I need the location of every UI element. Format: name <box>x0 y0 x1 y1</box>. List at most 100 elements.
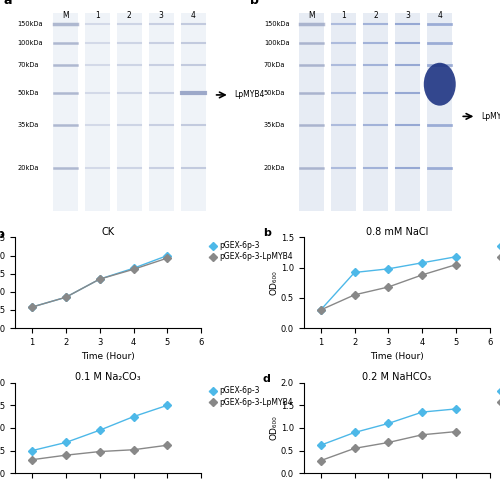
Text: 100kDa: 100kDa <box>18 41 43 46</box>
pGEX-6p-3-LpMYB4 <box>352 292 358 298</box>
Title: 0.1 M Na₂CO₃: 0.1 M Na₂CO₃ <box>76 372 141 382</box>
Y-axis label: OD₆₀₀: OD₆₀₀ <box>269 415 278 440</box>
pGEX-6p-3 <box>164 253 170 258</box>
Line: pGEX-6p-3: pGEX-6p-3 <box>318 254 459 313</box>
Text: d: d <box>262 373 270 384</box>
pGEX-6p-3 <box>453 254 459 260</box>
pGEX-6p-3-LpMYB4 <box>453 262 459 268</box>
pGEX-6p-3 <box>420 409 426 415</box>
Text: 70kDa: 70kDa <box>18 62 39 68</box>
Bar <box>427 14 452 211</box>
pGEX-6p-3-LpMYB4 <box>63 294 69 300</box>
Line: pGEX-6p-3: pGEX-6p-3 <box>318 406 459 448</box>
pGEX-6p-3 <box>318 442 324 448</box>
Text: 3: 3 <box>406 11 410 20</box>
pGEX-6p-3 <box>63 294 69 300</box>
Text: M: M <box>62 11 68 20</box>
pGEX-6p-3-LpMYB4 <box>318 458 324 464</box>
Text: b: b <box>0 228 5 241</box>
Text: b: b <box>250 0 259 7</box>
Text: 50kDa: 50kDa <box>18 90 39 96</box>
Text: 2: 2 <box>127 11 132 20</box>
Text: 150kDa: 150kDa <box>264 21 289 27</box>
Text: b: b <box>262 228 270 238</box>
pGEX-6p-3-LpMYB4 <box>29 457 35 463</box>
pGEX-6p-3-LpMYB4 <box>96 276 102 282</box>
Ellipse shape <box>424 63 456 106</box>
Bar <box>300 14 324 211</box>
Bar <box>148 14 174 211</box>
pGEX-6p-3-LpMYB4 <box>386 284 392 290</box>
pGEX-6p-3 <box>29 304 35 310</box>
Y-axis label: OD₆₀₀: OD₆₀₀ <box>269 270 278 295</box>
Text: 35kDa: 35kDa <box>18 122 38 128</box>
Text: 1: 1 <box>342 11 346 20</box>
Text: 100kDa: 100kDa <box>264 41 289 46</box>
pGEX-6p-3 <box>386 266 392 272</box>
Legend: pGEX-6p-3, pGEX-6p-3-LpMYB4: pGEX-6p-3, pGEX-6p-3-LpMYB4 <box>498 241 500 261</box>
pGEX-6p-3 <box>130 414 136 420</box>
Title: CK: CK <box>102 227 114 237</box>
pGEX-6p-3 <box>453 406 459 412</box>
pGEX-6p-3 <box>420 260 426 266</box>
Text: 3: 3 <box>158 11 164 20</box>
pGEX-6p-3-LpMYB4 <box>453 429 459 435</box>
pGEX-6p-3 <box>130 265 136 271</box>
Legend: pGEX-6p-3, pGEX-6p-3-LpMYB4: pGEX-6p-3, pGEX-6p-3-LpMYB4 <box>498 386 500 407</box>
Text: 20kDa: 20kDa <box>18 165 39 171</box>
Line: pGEX-6p-3: pGEX-6p-3 <box>29 402 170 454</box>
pGEX-6p-3-LpMYB4 <box>386 440 392 445</box>
Bar <box>52 14 78 211</box>
pGEX-6p-3-LpMYB4 <box>96 449 102 455</box>
Bar <box>364 14 388 211</box>
Text: 20kDa: 20kDa <box>264 165 285 171</box>
Bar <box>332 14 356 211</box>
Text: 150kDa: 150kDa <box>18 21 43 27</box>
Bar <box>116 14 141 211</box>
Line: pGEX-6p-3-LpMYB4: pGEX-6p-3-LpMYB4 <box>318 262 459 313</box>
pGEX-6p-3 <box>63 440 69 445</box>
Legend: pGEX-6p-3, pGEX-6p-3-LpMYB4: pGEX-6p-3, pGEX-6p-3-LpMYB4 <box>209 386 292 407</box>
Text: M: M <box>308 11 315 20</box>
pGEX-6p-3-LpMYB4 <box>63 452 69 458</box>
Text: 4: 4 <box>190 11 196 20</box>
pGEX-6p-3-LpMYB4 <box>164 255 170 261</box>
X-axis label: Time (Hour): Time (Hour) <box>370 353 424 361</box>
Text: LpMYB4: LpMYB4 <box>481 112 500 121</box>
Legend: pGEX-6p-3, pGEX-6p-3-LpMYB4: pGEX-6p-3, pGEX-6p-3-LpMYB4 <box>209 241 292 261</box>
pGEX-6p-3 <box>352 429 358 435</box>
Text: 70kDa: 70kDa <box>264 62 285 68</box>
Bar <box>84 14 110 211</box>
pGEX-6p-3-LpMYB4 <box>420 432 426 438</box>
Text: 4: 4 <box>438 11 442 20</box>
Line: pGEX-6p-3: pGEX-6p-3 <box>29 253 170 310</box>
pGEX-6p-3-LpMYB4 <box>130 267 136 272</box>
Line: pGEX-6p-3-LpMYB4: pGEX-6p-3-LpMYB4 <box>29 256 170 310</box>
pGEX-6p-3-LpMYB4 <box>164 442 170 448</box>
pGEX-6p-3 <box>96 427 102 433</box>
Text: LpMYB4: LpMYB4 <box>234 90 264 99</box>
Text: 2: 2 <box>374 11 378 20</box>
pGEX-6p-3 <box>164 402 170 408</box>
Text: a: a <box>4 0 12 7</box>
pGEX-6p-3 <box>29 448 35 454</box>
Text: 1: 1 <box>95 11 100 20</box>
Title: 0.2 M NaHCO₃: 0.2 M NaHCO₃ <box>362 372 432 382</box>
pGEX-6p-3-LpMYB4 <box>318 307 324 313</box>
Title: 0.8 mM NaCl: 0.8 mM NaCl <box>366 227 428 237</box>
pGEX-6p-3 <box>352 270 358 275</box>
Bar <box>180 14 206 211</box>
pGEX-6p-3-LpMYB4 <box>130 447 136 453</box>
pGEX-6p-3-LpMYB4 <box>29 304 35 310</box>
Line: pGEX-6p-3-LpMYB4: pGEX-6p-3-LpMYB4 <box>29 442 170 463</box>
Text: 35kDa: 35kDa <box>264 122 285 128</box>
pGEX-6p-3-LpMYB4 <box>420 272 426 278</box>
pGEX-6p-3 <box>386 421 392 426</box>
pGEX-6p-3 <box>96 276 102 282</box>
pGEX-6p-3-LpMYB4 <box>352 445 358 451</box>
Line: pGEX-6p-3-LpMYB4: pGEX-6p-3-LpMYB4 <box>318 429 459 463</box>
Text: 50kDa: 50kDa <box>264 90 285 96</box>
pGEX-6p-3 <box>318 307 324 313</box>
X-axis label: Time (Hour): Time (Hour) <box>82 353 135 361</box>
Bar <box>395 14 420 211</box>
